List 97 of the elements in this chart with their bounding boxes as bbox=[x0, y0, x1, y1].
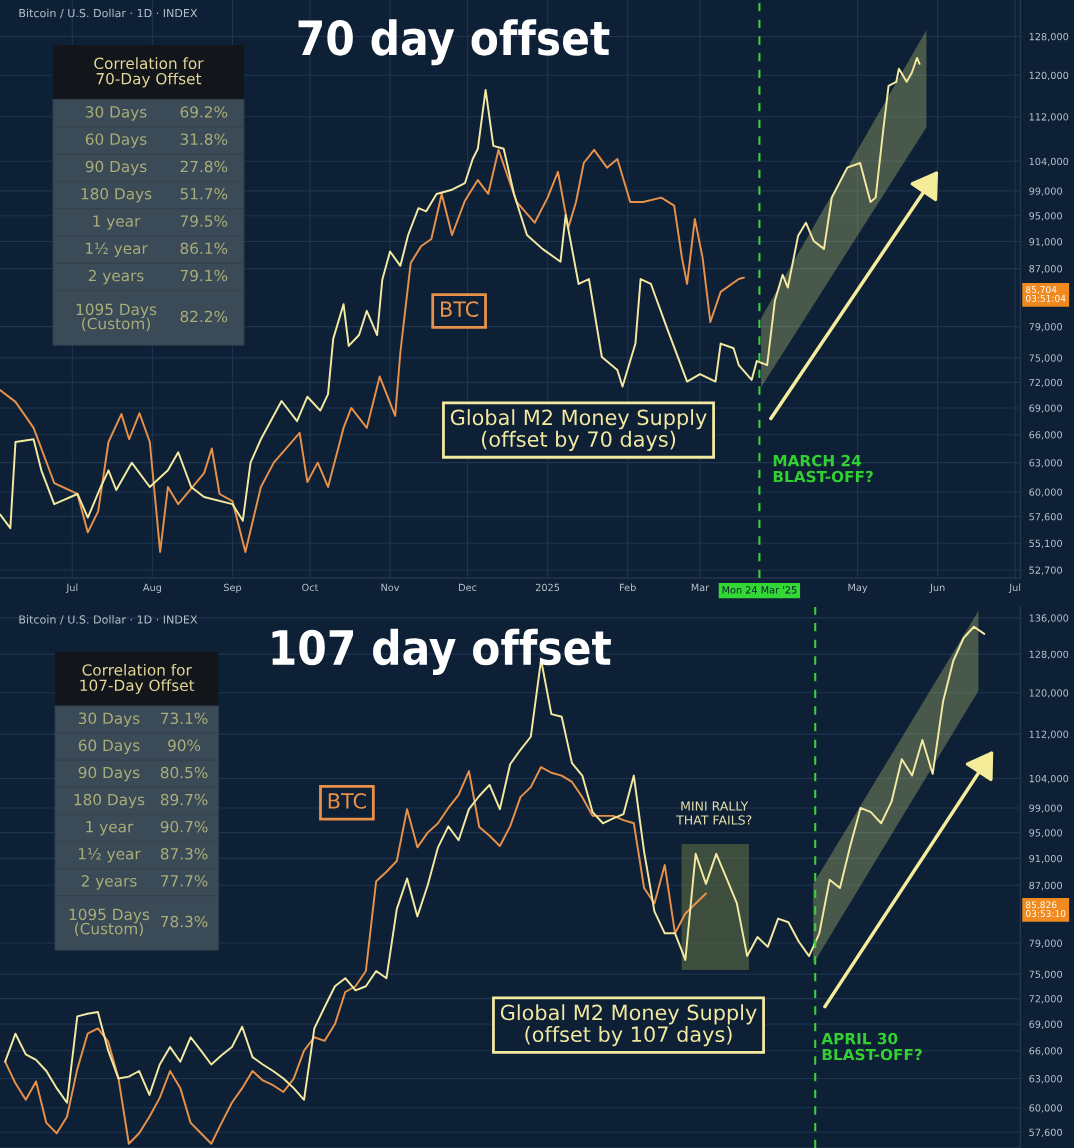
annotation: 90 Days bbox=[85, 160, 147, 176]
annotation: 86.1% bbox=[180, 242, 228, 255]
y-tick-label: 66,000 bbox=[1029, 1047, 1063, 1056]
text: 85,704 03:51:04 bbox=[1026, 286, 1066, 302]
annotation: 2 years bbox=[88, 269, 144, 285]
x-tick-label: Feb bbox=[620, 583, 636, 592]
y-tick-label: 87,000 bbox=[1029, 265, 1063, 274]
series-label: Global M2 Money Supply (offset by 70 days) bbox=[450, 409, 707, 451]
annotation: 1 year bbox=[93, 215, 141, 230]
y-tick-label: 99,000 bbox=[1029, 804, 1063, 813]
chart-title: 70 day offset bbox=[298, 19, 610, 66]
annotation: 30 Days bbox=[85, 106, 147, 121]
chart-title: 107 day offset bbox=[272, 628, 611, 675]
x-tick-label: Aug bbox=[142, 583, 162, 593]
annotation: Correlation for 70-Day Offset bbox=[94, 57, 204, 88]
text: Bitcoin / U.S. Dollar · 1D · INDEX bbox=[19, 8, 198, 19]
y-tick-label: 95,000 bbox=[1029, 212, 1063, 221]
annotation: 89.7% bbox=[160, 793, 208, 806]
annotation: 2 years bbox=[81, 875, 137, 890]
annotation: 1 year bbox=[86, 821, 134, 836]
annotation: 80.5% bbox=[160, 766, 208, 779]
y-tick-label: 63,000 bbox=[1029, 1075, 1063, 1084]
annotation: 82.2% bbox=[180, 310, 228, 323]
annotation: 90 Days bbox=[78, 766, 140, 782]
annotation: 77.7% bbox=[161, 875, 208, 887]
annotation: Correlation for 107-Day Offset bbox=[80, 663, 195, 695]
y-tick-label: 128,000 bbox=[1029, 650, 1069, 659]
y-tick-label: 72,000 bbox=[1029, 995, 1063, 1004]
annotation: 180 Days bbox=[74, 793, 145, 809]
y-tick-label: 69,000 bbox=[1029, 1020, 1063, 1029]
annotation: 30 Days bbox=[78, 712, 140, 727]
annotation: 31.8% bbox=[180, 133, 228, 145]
y-tick-label: 112,000 bbox=[1029, 730, 1069, 739]
annotation: 69.2% bbox=[180, 106, 228, 118]
y-tick-label: 52,700 bbox=[1029, 566, 1063, 575]
x-tick-label: 2025 bbox=[535, 583, 560, 592]
annotation: 60 Days bbox=[85, 133, 147, 148]
annotation: 1½ year bbox=[85, 242, 148, 258]
y-tick-label: 136,000 bbox=[1029, 614, 1069, 623]
annotation: 87.3% bbox=[160, 848, 208, 860]
annotation: 51.7% bbox=[180, 187, 228, 200]
y-tick-label: 72,000 bbox=[1029, 378, 1063, 388]
y-tick-label: 75,000 bbox=[1029, 354, 1063, 363]
y-tick-label: 91,000 bbox=[1029, 238, 1063, 247]
x-tick-label: Oct bbox=[302, 583, 319, 592]
annotation: MARCH 24 BLAST-OFF? bbox=[773, 454, 873, 483]
y-tick-label: 104,000 bbox=[1029, 774, 1069, 784]
y-tick-label: 87,000 bbox=[1029, 881, 1063, 891]
annotation: 73.1% bbox=[161, 712, 208, 725]
x-tick-label: Mar bbox=[691, 583, 710, 592]
y-tick-label: 57,600 bbox=[1029, 1128, 1063, 1138]
y-tick-label: 60,000 bbox=[1029, 488, 1063, 497]
y-tick-label: 79,000 bbox=[1029, 939, 1063, 948]
annotation: 78.3% bbox=[161, 915, 208, 928]
annotation: 90% bbox=[168, 739, 201, 752]
y-tick-label: 57,600 bbox=[1029, 513, 1063, 522]
y-tick-label: 128,000 bbox=[1029, 32, 1069, 42]
annotation: 1½ year bbox=[78, 848, 141, 863]
y-tick-label: 120,000 bbox=[1029, 689, 1069, 698]
annotation: 1095 Days (Custom) bbox=[76, 303, 157, 332]
x-tick-label: Sep bbox=[223, 583, 242, 593]
annotation: 27.8% bbox=[180, 160, 228, 173]
y-tick-label: 91,000 bbox=[1029, 854, 1063, 864]
x-tick-label: May bbox=[848, 583, 868, 593]
ref-line-label: Mon 24 Mar '25 bbox=[722, 586, 797, 594]
annotation: 180 Days bbox=[81, 187, 152, 203]
x-tick-label: Dec bbox=[459, 583, 477, 592]
y-tick-label: 75,000 bbox=[1029, 970, 1063, 979]
x-tick-label: Jul bbox=[1008, 583, 1021, 593]
y-tick-label: 112,000 bbox=[1029, 113, 1069, 122]
annotation: 90.7% bbox=[160, 820, 208, 833]
annotation: MINI RALLY THAT FAILS? bbox=[676, 801, 752, 825]
y-tick-label: 104,000 bbox=[1029, 157, 1069, 167]
y-tick-label: 69,000 bbox=[1029, 404, 1063, 413]
y-tick-label: 79,000 bbox=[1029, 323, 1063, 332]
series-label: BTC bbox=[328, 793, 366, 809]
y-tick-label: 63,000 bbox=[1029, 459, 1063, 468]
line-series bbox=[0, 148, 745, 553]
text: Global M2 Money Supply (offset by 107 days) bbox=[500, 1004, 757, 1047]
series-label: BTC bbox=[441, 301, 479, 318]
y-tick-label: 99,000 bbox=[1029, 187, 1063, 196]
annotation: 60 Days bbox=[78, 739, 140, 755]
annotation: 79.1% bbox=[180, 269, 228, 282]
annotation: APRIL 30 BLAST-OFF? bbox=[821, 1032, 922, 1061]
x-tick-label: Jul bbox=[65, 583, 78, 593]
x-tick-label: Nov bbox=[381, 583, 400, 592]
annotation: 79.5% bbox=[180, 215, 228, 227]
text: Bitcoin / U.S. Dollar · 1D · INDEX bbox=[19, 615, 198, 625]
y-tick-label: 120,000 bbox=[1029, 71, 1069, 81]
text: 85,826 03:53:10 bbox=[1026, 901, 1066, 917]
y-tick-label: 60,000 bbox=[1029, 1104, 1063, 1113]
annotation: 1095 Days (Custom) bbox=[69, 908, 150, 937]
y-tick-label: 66,000 bbox=[1029, 431, 1063, 440]
line-series bbox=[4, 625, 986, 1104]
y-tick-label: 95,000 bbox=[1029, 829, 1063, 838]
x-tick-label: Jun bbox=[929, 583, 945, 593]
y-tick-label: 55,100 bbox=[1029, 539, 1063, 549]
